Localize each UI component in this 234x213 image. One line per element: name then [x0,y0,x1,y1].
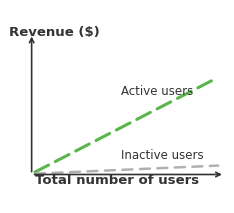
Text: Inactive users: Inactive users [121,148,204,161]
Text: Revenue ($): Revenue ($) [9,26,100,39]
Text: Total number of users: Total number of users [35,174,199,187]
Text: Active users: Active users [121,85,194,98]
